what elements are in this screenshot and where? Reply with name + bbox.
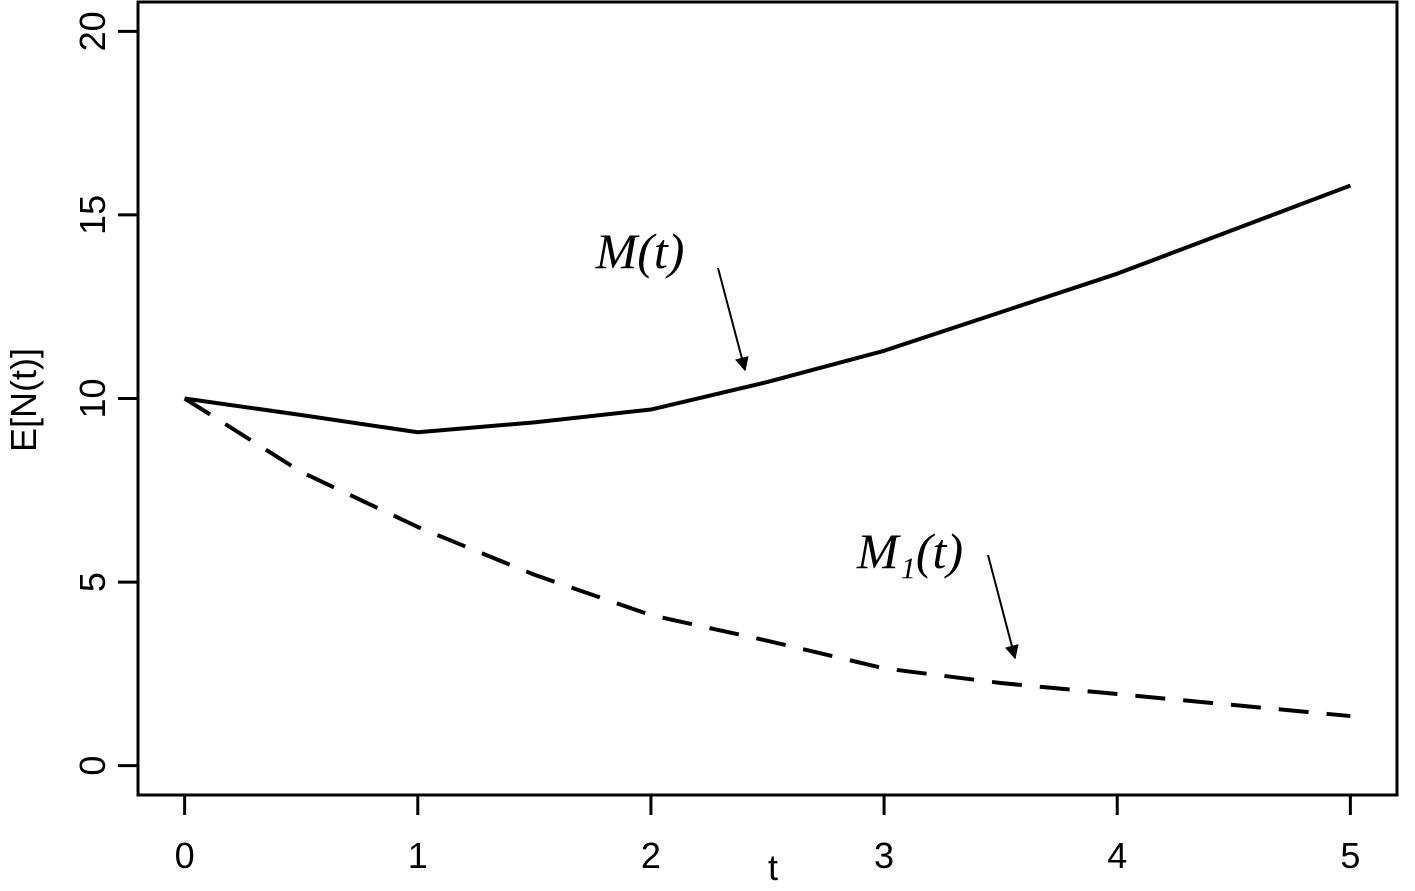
y-tick-label: 10: [72, 378, 113, 418]
x-tick-label: 5: [1340, 835, 1360, 876]
y-tick-label: 20: [72, 11, 113, 51]
x-tick-label: 4: [1107, 835, 1127, 876]
x-tick-label: 2: [641, 835, 661, 876]
annotation-arrow: [987, 554, 1019, 660]
plot-frame: [136, 0, 1399, 797]
y-tick-label: 15: [72, 195, 113, 235]
annotation-arrow: [717, 267, 749, 372]
y-axis-title: E[N(t)]: [3, 348, 44, 452]
x-axis-title: t: [768, 847, 778, 888]
series-annotation: M₁(t): [856, 523, 963, 579]
x-tick-label: 1: [408, 835, 428, 876]
y-tick-label: 0: [72, 756, 113, 776]
series-annotation: M(t): [595, 223, 685, 279]
series-line: [183, 396, 1351, 719]
x-tick-label: 3: [874, 835, 894, 876]
series-line: [184, 183, 1352, 435]
x-tick-label: 0: [175, 835, 195, 876]
y-tick-label: 5: [72, 572, 113, 592]
